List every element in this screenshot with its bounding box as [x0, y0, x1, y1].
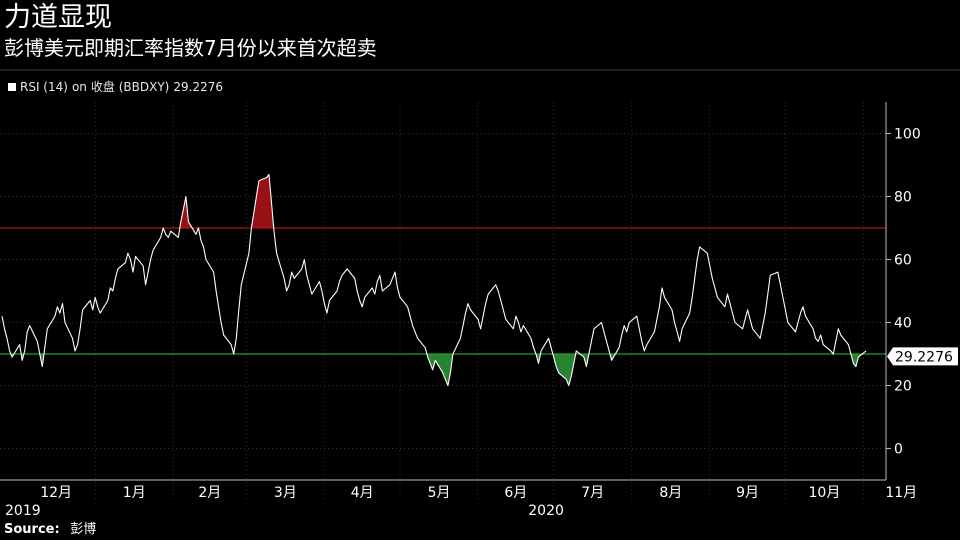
overbought-region: [251, 174, 274, 228]
legend-field-label: 收盘 (BBDXY): [90, 80, 170, 94]
y-tick-label: 40: [894, 316, 912, 332]
overbought-region: [179, 196, 193, 228]
x-tick-label: 11月: [885, 485, 917, 501]
x-year-label: 2020: [528, 503, 564, 519]
oversold-region: [426, 354, 453, 386]
oversold-region: [552, 354, 576, 386]
x-tick-label: 2月: [198, 485, 221, 501]
y-tick-label: 60: [894, 253, 912, 269]
x-year-label: 2019: [5, 503, 41, 519]
legend-series-label: RSI (14): [20, 80, 68, 94]
y-tick-label: 0: [894, 442, 903, 458]
legend-swatch: [8, 83, 16, 91]
x-tick-label: 8月: [659, 485, 682, 501]
x-tick-label: 4月: [351, 485, 374, 501]
source-value: 彭博: [70, 522, 97, 537]
rsi-series-line: [1, 173, 867, 387]
chart-subtitle: 彭博美元即期汇率指数7月份以来首次超卖: [4, 36, 377, 60]
y-tick-label: 100: [894, 127, 921, 143]
y-tick-label: 80: [894, 190, 912, 206]
legend-last-value: 29.2276: [173, 80, 223, 94]
x-tick-label: 5月: [428, 485, 451, 501]
x-tick-label: 10月: [809, 485, 841, 501]
chart-title: 力道显现: [4, 2, 112, 33]
x-tick-label: 7月: [581, 485, 604, 501]
y-tick-label: 20: [894, 379, 912, 395]
x-tick-label: 9月: [736, 485, 759, 501]
source-label: Source:: [4, 522, 60, 537]
last-value-tag: [887, 347, 958, 366]
legend-connector: on: [71, 80, 87, 94]
x-tick-label: 3月: [274, 485, 297, 501]
legend: RSI (14) on 收盘 (BBDXY) 29.2276: [8, 79, 227, 95]
source-note: Source: 彭博: [4, 521, 96, 538]
x-tick-label: 12月: [40, 485, 72, 501]
last-value-label: 29.2276: [895, 349, 953, 365]
x-tick-label: 6月: [504, 485, 527, 501]
x-tick-label: 1月: [123, 485, 146, 501]
